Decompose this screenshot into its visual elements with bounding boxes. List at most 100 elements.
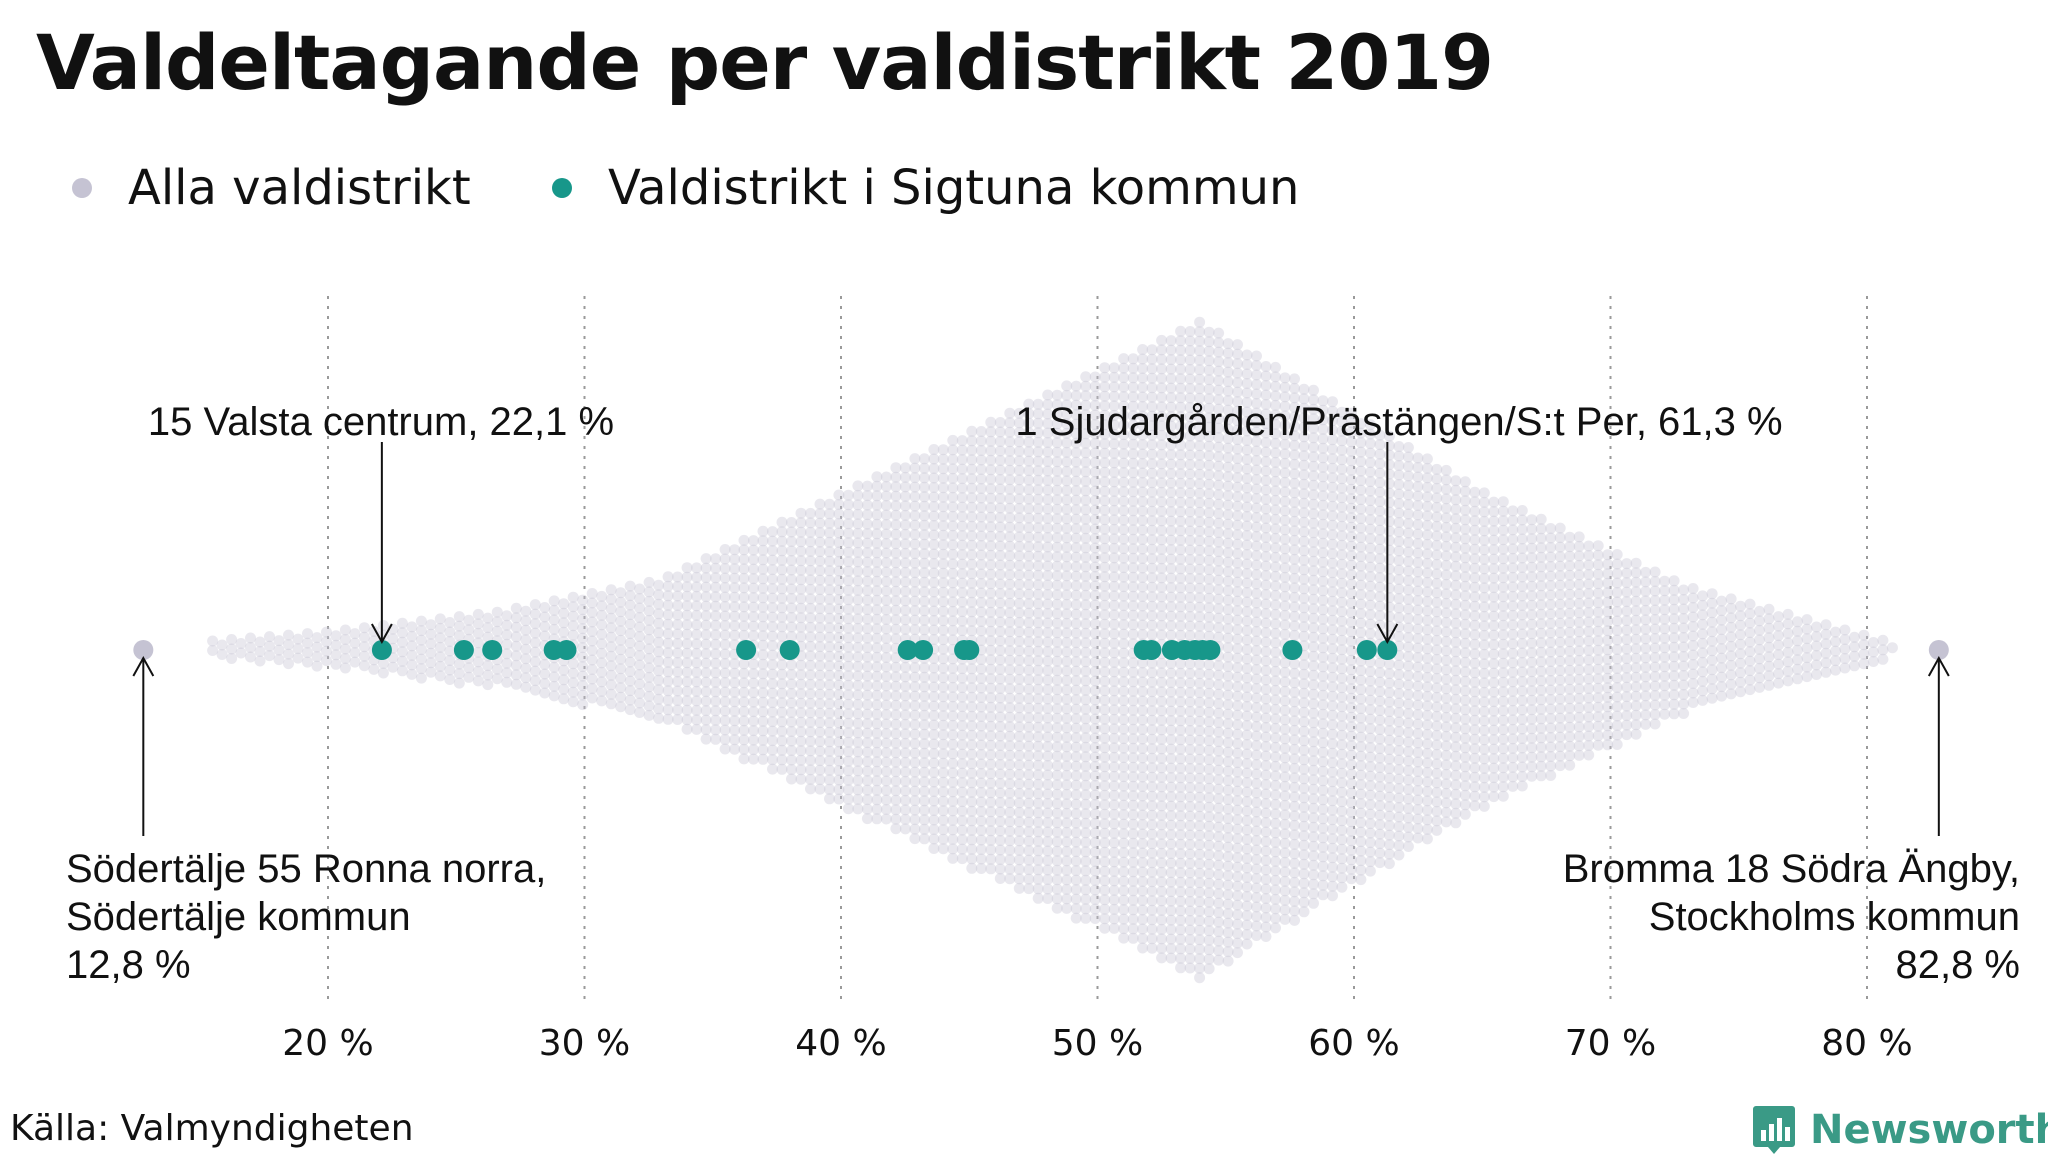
- swarm-dot: [1431, 739, 1442, 750]
- swarm-dot: [1336, 796, 1347, 807]
- swarm-dot: [1232, 643, 1243, 654]
- swarm-dot: [1080, 751, 1091, 762]
- swarm-dot: [824, 641, 835, 652]
- swarm-dot: [1336, 720, 1347, 731]
- swarm-dot: [615, 663, 626, 674]
- swarm-dot: [1223, 633, 1234, 644]
- swarm-dot: [1621, 720, 1632, 731]
- swarm-dot: [1697, 647, 1708, 658]
- swarm-dot: [852, 765, 863, 776]
- swarm-dot: [1251, 655, 1262, 666]
- swarm-dot: [1014, 807, 1025, 818]
- swarm-dot: [1498, 762, 1509, 773]
- swarm-dot: [938, 511, 949, 522]
- swarm-dot: [1213, 461, 1224, 472]
- swarm-dot: [1052, 817, 1063, 828]
- swarm-dot: [1004, 750, 1015, 761]
- swarm-dot: [1479, 611, 1490, 622]
- swarm-dot: [558, 665, 569, 676]
- swarm-dot: [767, 659, 778, 670]
- swarm-dot: [653, 618, 664, 629]
- swarm-dot: [1726, 669, 1737, 680]
- swarm-dot: [1384, 830, 1395, 841]
- swarm-dot: [1204, 783, 1215, 794]
- swarm-dot: [1583, 712, 1594, 723]
- swarm-dot: [672, 686, 683, 697]
- swarm-dot: [1669, 585, 1680, 596]
- swarm-dot: [1773, 668, 1784, 679]
- swarm-dot: [796, 565, 807, 576]
- swarm-dot: [1099, 647, 1110, 658]
- swarm-dot: [1716, 672, 1727, 683]
- swarm-dot: [1033, 541, 1044, 552]
- swarm-dot: [843, 803, 854, 814]
- swarm-dot: [1242, 492, 1253, 503]
- swarm-dot: [957, 682, 968, 693]
- swarm-dot: [701, 610, 712, 621]
- swarm-dot: [1109, 476, 1120, 487]
- swarm-dot: [1498, 620, 1509, 631]
- swarm-dot: [1450, 551, 1461, 562]
- swarm-dot: [1469, 525, 1480, 536]
- swarm-dot: [1090, 619, 1101, 630]
- swarm-dot: [1460, 533, 1471, 544]
- swarm-dot: [1365, 685, 1376, 696]
- swarm-dot: [1318, 842, 1329, 853]
- swarm-dot: [843, 699, 854, 710]
- swarm-dot: [1128, 486, 1139, 497]
- swarm-dot: [1422, 729, 1433, 740]
- swarm-dot: [1735, 620, 1746, 631]
- swarm-dot: [1061, 466, 1072, 477]
- swarm-dot: [1213, 366, 1224, 377]
- swarm-dot: [701, 553, 712, 564]
- swarm-dot: [1631, 681, 1642, 692]
- swarm-dot: [777, 735, 788, 746]
- swarm-dot: [1109, 771, 1120, 782]
- swarm-dot: [1156, 743, 1167, 754]
- swarm-dot: [852, 651, 863, 662]
- swarm-dot: [1612, 587, 1623, 598]
- swarm-dot: [1280, 895, 1291, 906]
- swarm-dot: [1365, 704, 1376, 715]
- swarm-dot: [1213, 936, 1224, 947]
- swarm-dot: [1631, 653, 1642, 664]
- swarm-dot: [1175, 905, 1186, 916]
- swarm-dot: [473, 637, 484, 648]
- swarm-dot: [444, 646, 455, 657]
- swarm-dot: [1412, 643, 1423, 654]
- swarm-dot: [1393, 755, 1404, 766]
- swarm-dot: [1507, 648, 1518, 659]
- swarm-dot: [1412, 652, 1423, 663]
- swarm-dot: [1498, 791, 1509, 802]
- swarm-dot: [1080, 865, 1091, 876]
- swarm-dot: [739, 706, 750, 717]
- swarm-dot: [1754, 634, 1765, 645]
- swarm-dot: [1042, 656, 1053, 667]
- swarm-dot: [1232, 919, 1243, 930]
- swarm-dot: [871, 509, 882, 520]
- swarm-dot: [1764, 604, 1775, 615]
- swarm-dot: [1355, 589, 1366, 600]
- swarm-dot: [1185, 744, 1196, 755]
- swarm-dot: [1213, 337, 1224, 348]
- swarm-dot: [539, 659, 550, 670]
- swarm-dot: [549, 624, 560, 635]
- swarm-dot: [1004, 721, 1015, 732]
- swarm-dot: [587, 655, 598, 666]
- swarm-dot: [577, 671, 588, 682]
- swarm-dot: [1109, 362, 1120, 373]
- swarm-dot: [1042, 532, 1053, 543]
- swarm-dot: [852, 680, 863, 691]
- swarm-dot: [634, 688, 645, 699]
- swarm-dot: [1336, 882, 1347, 893]
- swarm-dot: [1583, 598, 1594, 609]
- swarm-dot: [1042, 865, 1053, 876]
- swarm-dot: [1327, 729, 1338, 740]
- swarm-dot: [767, 735, 778, 746]
- swarm-dot: [701, 724, 712, 735]
- swarm-dot: [1507, 695, 1518, 706]
- swarm-dot: [1545, 542, 1556, 553]
- swarm-dot: [919, 662, 930, 673]
- swarm-dot: [492, 673, 503, 684]
- swarm-dot: [1365, 590, 1376, 601]
